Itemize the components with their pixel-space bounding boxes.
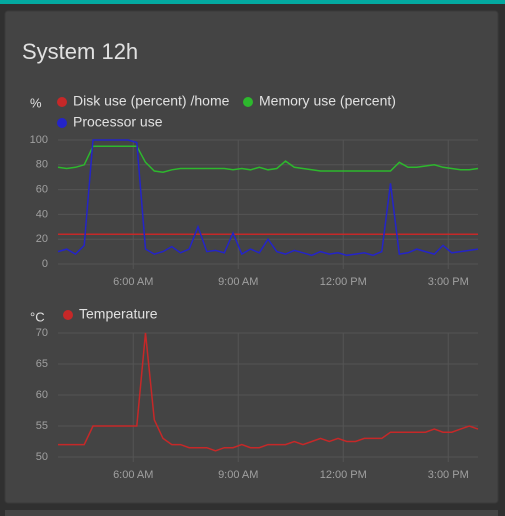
legend-swatch [63, 310, 73, 320]
y-tick-label: 100 [30, 134, 48, 146]
x-tick-label: 12:00 PM [320, 469, 367, 481]
top-bar [0, 0, 505, 4]
legend-swatch [57, 118, 67, 128]
x-tick-label: 6:00 AM [113, 276, 153, 288]
y-axis-unit: % [30, 95, 42, 110]
y-tick-label: 60 [36, 389, 48, 401]
x-tick-label: 9:00 AM [218, 469, 258, 481]
y-tick-label: 50 [36, 451, 48, 463]
next-card [5, 510, 498, 516]
y-tick-label: 80 [36, 159, 48, 171]
legend-label: Memory use (percent) [259, 93, 396, 109]
card [4, 10, 499, 504]
y-axis-unit: °C [30, 309, 45, 324]
legend-swatch [243, 97, 253, 107]
x-tick-label: 3:00 PM [428, 276, 469, 288]
card-title: System 12h [22, 39, 138, 64]
legend-swatch [57, 97, 67, 107]
y-tick-label: 40 [36, 208, 48, 220]
y-tick-label: 0 [42, 258, 48, 270]
series-line [57, 139, 479, 257]
legend-label: Processor use [73, 114, 163, 130]
y-tick-label: 65 [36, 358, 48, 370]
x-tick-label: 12:00 PM [320, 276, 367, 288]
series-line [57, 145, 479, 173]
series-line [58, 332, 479, 452]
y-tick-label: 70 [36, 327, 48, 339]
legend-label: Temperature [79, 306, 158, 322]
y-tick-label: 60 [36, 184, 48, 196]
x-tick-label: 6:00 AM [113, 469, 153, 481]
x-tick-label: 9:00 AM [218, 276, 258, 288]
y-tick-label: 20 [36, 233, 48, 245]
x-tick-label: 3:00 PM [428, 469, 469, 481]
legend-label: Disk use (percent) /home [73, 93, 230, 109]
y-tick-label: 55 [36, 420, 48, 432]
